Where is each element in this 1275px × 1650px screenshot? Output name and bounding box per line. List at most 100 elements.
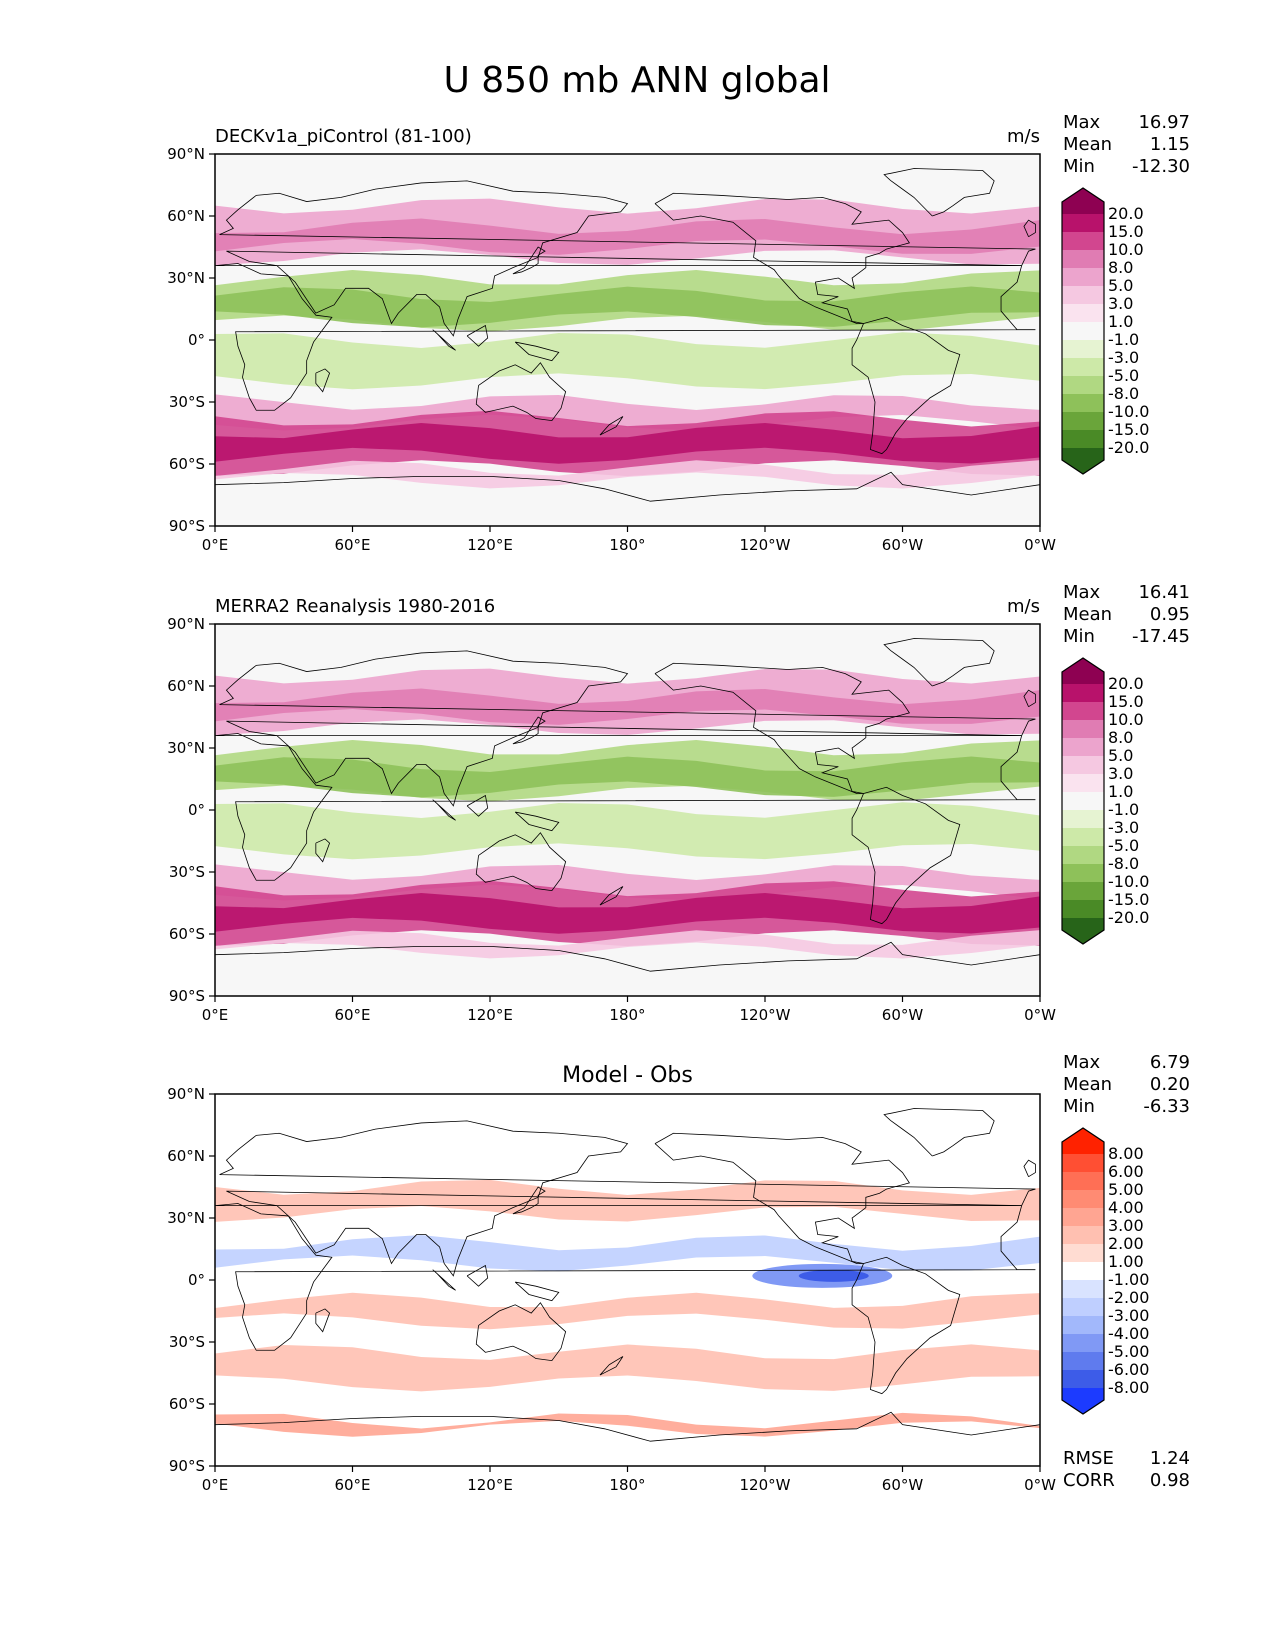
colorbar-segment [1062,828,1104,847]
colorbar-segment [1062,658,1104,684]
x-tick-label: 120°W [740,1006,791,1024]
y-tick-label: 30°S [169,1333,205,1351]
y-tick-label: 60°N [167,1147,205,1165]
colorbar-segment [1062,900,1104,919]
coastline [215,941,1040,972]
x-tick-label: 0°E [202,1006,229,1024]
colorbar-outline [1061,187,1105,475]
panel-3: 0°E 60°E 120°E 180° 120°W 60°W 0°W 90°N 60°N 30°N… [167,1052,1190,1494]
colorbar-label: 3.0 [1108,764,1133,783]
colorbar-label: -20.0 [1108,438,1149,457]
colorbar-label: -8.00 [1108,1378,1149,1397]
colorbar-segment [1062,1262,1104,1281]
x-tick-label: 120°E [467,1476,513,1494]
x-tick-label: 120°E [467,536,513,554]
stat-value: 16.41 [1138,582,1190,603]
x-tick-label: 0°W [1024,1476,1056,1494]
coastline [851,786,961,925]
stat-label: Min [1063,626,1095,647]
map-field [215,154,1040,526]
colorbar-label: 8.00 [1108,1144,1144,1163]
y-tick-label: 90°N [167,615,205,633]
stat-label: Mean [1063,604,1112,625]
colorbar-segment [1062,1244,1104,1263]
coastline [215,733,1036,881]
x-tick-label: 0°W [1024,1006,1056,1024]
colorbar-segment [1062,1352,1104,1371]
contour-band [215,1292,1040,1330]
contour-band [215,286,1040,328]
colorbar-label: -15.0 [1108,420,1149,439]
colorbar-segment [1062,720,1104,739]
x-tick-label: 0°W [1024,536,1056,554]
coastline [851,1256,961,1395]
colorbar-segment [1062,756,1104,775]
colorbar-segment [1062,322,1104,341]
colorbar-label: 5.0 [1108,276,1133,295]
stat-value: -17.45 [1132,626,1190,647]
colorbar-label: 3.0 [1108,294,1133,313]
colorbar-segment [1062,1370,1104,1389]
colorbar-label: 1.0 [1108,782,1133,801]
x-tick-label: 60°W [882,1476,924,1494]
colorbar-segment [1062,430,1104,449]
colorbar-label: 5.00 [1108,1180,1144,1199]
figure-title: U 850 mb ANN global [443,60,830,101]
colorbar: 8.006.005.004.003.002.001.00-1.00-2.00-3… [1061,1127,1149,1415]
contour-band [215,756,1040,798]
stat-label: Min [1063,1096,1095,1117]
colorbar-label: 20.0 [1108,204,1144,223]
coastline [654,662,911,794]
contour-band [798,1269,869,1282]
coastline [1023,1159,1036,1178]
y-tick-label: 0° [188,1271,205,1289]
colorbar-segment [1062,810,1104,829]
coastline [851,316,961,455]
x-tick-label: 0°E [202,536,229,554]
y-tick-label: 60°S [169,1395,205,1413]
coastline [215,263,1036,411]
colorbar-segment [1062,1298,1104,1317]
x-tick-label: 120°E [467,1006,513,1024]
colorbar-label: 6.00 [1108,1162,1144,1181]
y-tick-label: 0° [188,801,205,819]
contour-band [215,1179,1040,1222]
colorbar-segment [1062,448,1104,474]
coastline [654,1132,911,1264]
stat-value: -12.30 [1132,156,1190,177]
colorbar-label: 3.00 [1108,1216,1144,1235]
colorbar-segment [1062,1208,1104,1227]
x-tick-label: 60°E [334,1476,370,1494]
colorbar-label: 15.0 [1108,692,1144,711]
colorbar-segment [1062,394,1104,413]
panel-title: DECKv1a_piControl (81-100) [215,126,472,147]
stat-label: Min [1063,156,1095,177]
y-tick-label: 90°N [167,145,205,163]
colorbar-segment [1062,286,1104,305]
colorbar-label: 2.00 [1108,1234,1144,1253]
coastline [475,362,567,422]
contour-band [215,802,1040,860]
colorbar-segment [1062,1334,1104,1353]
colorbar: 20.015.010.08.05.03.01.0-1.0-3.0-5.0-8.0… [1061,657,1149,945]
coastline [883,168,995,217]
panel-title: Model - Obs [562,1063,693,1088]
contour-band [215,394,1040,431]
x-tick-label: 180° [609,1476,645,1494]
colorbar-label: -15.0 [1108,890,1149,909]
coastline [475,832,567,892]
y-tick-label: 60°S [169,455,205,473]
coastline [512,246,546,275]
colorbar-segment [1062,358,1104,377]
panel-2: 0°E 60°E 120°E 180° 120°W 60°W 0°W 90°N 60°N 30°N… [167,582,1190,1024]
stat-label: Max [1063,1052,1101,1073]
colorbar: 20.015.010.08.05.03.01.0-1.0-3.0-5.0-8.0… [1061,187,1149,475]
colorbar-segment [1062,684,1104,703]
x-tick-label: 60°W [882,536,924,554]
colorbar-segment [1062,1154,1104,1173]
coastline [215,1411,1040,1442]
colorbar-label: 4.00 [1108,1198,1144,1217]
colorbar-segment [1062,864,1104,883]
coastline [883,1108,995,1157]
colorbar-segment [1062,702,1104,721]
